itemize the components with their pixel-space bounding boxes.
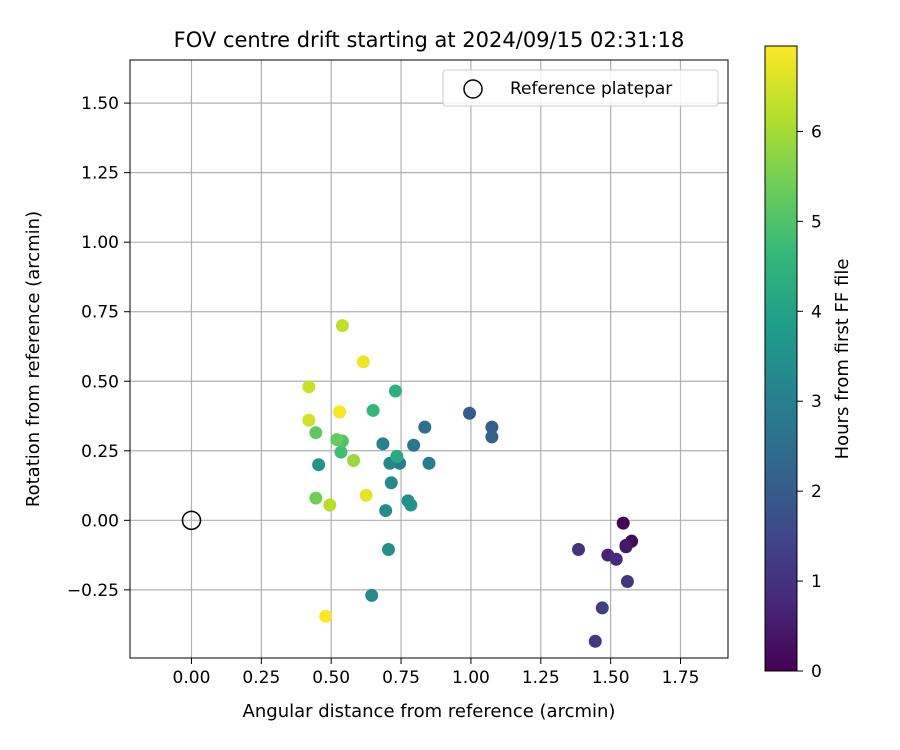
x-tick-label: 1.50	[592, 668, 630, 688]
x-tick-label: 0.75	[382, 668, 420, 688]
data-point	[356, 355, 370, 369]
data-point	[422, 456, 436, 470]
data-point	[309, 491, 323, 505]
y-tick-label: 0.50	[81, 372, 119, 392]
x-tick-label: 0.25	[242, 668, 280, 688]
data-point	[347, 454, 361, 468]
grid	[130, 60, 728, 658]
y-tick-label: 1.50	[81, 94, 119, 114]
data-point	[595, 601, 609, 615]
plot-frame	[129, 59, 729, 659]
data-point	[388, 384, 402, 398]
legend-label: Reference platepar	[510, 79, 672, 99]
colorbar-tick-label: 0	[811, 662, 822, 682]
y-axis-ticks: −0.25 0.00 0.25 0.50 0.75 1.00 1.25 1.50	[67, 94, 130, 601]
y-tick-label: 1.25	[81, 164, 119, 184]
y-axis-label: Rotation from reference (arcmin)	[23, 211, 44, 507]
legend: Reference platepar	[442, 69, 719, 107]
data-point	[309, 426, 323, 440]
y-tick-label: 0.25	[81, 442, 119, 462]
colorbar-tick-label: 6	[811, 122, 822, 142]
legend-reference-marker	[463, 79, 483, 99]
data-point	[384, 476, 398, 490]
y-tick-label: 0.75	[81, 303, 119, 323]
data-point	[319, 609, 333, 623]
data-point	[302, 380, 316, 394]
data-point	[485, 430, 499, 444]
data-point	[609, 552, 623, 566]
data-point	[359, 488, 373, 502]
x-tick-label: 1.00	[452, 668, 490, 688]
data-point	[333, 405, 347, 419]
data-point	[379, 504, 393, 518]
x-tick-label: 1.25	[522, 668, 560, 688]
colorbar-tick-label: 5	[811, 212, 822, 232]
data-point	[365, 588, 379, 602]
data-point	[620, 575, 634, 589]
colorbar-tick-label: 2	[811, 482, 822, 502]
colorbar-tick-label: 4	[811, 302, 822, 322]
data-point	[485, 420, 499, 434]
y-tick-label: −0.25	[67, 581, 119, 601]
legend-box	[442, 69, 719, 107]
data-point	[418, 420, 432, 434]
data-point	[366, 403, 380, 417]
x-axis-ticks: 0.00 0.25 0.50 0.75 1.00 1.25 1.50 1.75	[173, 658, 700, 688]
data-point	[572, 543, 585, 557]
data-point	[334, 445, 348, 459]
colorbar	[764, 45, 798, 672]
y-tick-label: 0.00	[81, 511, 119, 531]
data-point	[616, 516, 630, 530]
data-point	[390, 449, 404, 463]
data-point	[463, 406, 477, 420]
x-axis-label: Angular distance from reference (arcmin)	[243, 701, 616, 722]
colorbar-label: Hours from first FF file	[832, 259, 853, 460]
data-point	[302, 413, 316, 427]
data-point	[323, 498, 337, 512]
x-tick-label: 0.00	[173, 668, 211, 688]
data-point	[619, 540, 633, 554]
data-point	[330, 433, 344, 447]
data-point	[404, 498, 418, 512]
colorbar-tick-label: 3	[811, 392, 822, 412]
data-points	[302, 319, 639, 648]
reference-platepar-marker	[181, 510, 202, 531]
data-point	[381, 543, 395, 557]
y-tick-label: 1.00	[81, 233, 119, 253]
data-point	[376, 437, 390, 451]
data-point	[588, 634, 602, 648]
data-point	[312, 458, 326, 472]
x-tick-label: 0.50	[312, 668, 350, 688]
chart-title: FOV centre drift starting at 2024/09/15 …	[174, 28, 685, 52]
colorbar-ticks: 0 1 2 3 4 5 6	[797, 122, 822, 682]
data-point	[335, 319, 349, 333]
x-tick-label: 1.75	[662, 668, 700, 688]
colorbar-tick-label: 1	[811, 572, 822, 592]
data-point	[407, 438, 421, 452]
